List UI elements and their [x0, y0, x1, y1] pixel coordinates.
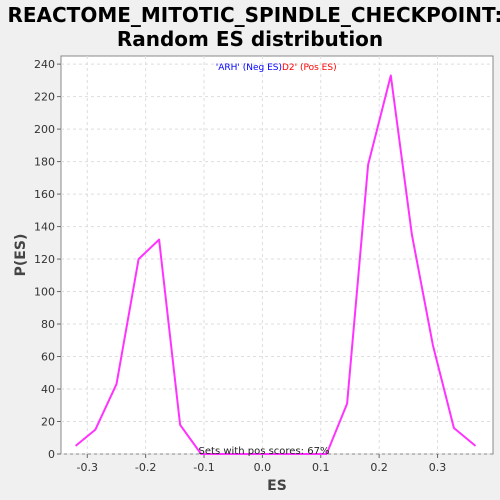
y-tick-label: 20 — [41, 416, 55, 429]
x-axis-label: ES — [267, 478, 287, 494]
pos-scores-annotation: Sets with pos scores: 67% — [199, 446, 330, 457]
plot-area — [60, 55, 494, 455]
y-axis-label: P(ES) — [13, 234, 29, 277]
y-tick-label: 60 — [41, 351, 55, 364]
y-tick-label: 120 — [34, 253, 55, 266]
y-tick-label: 40 — [41, 383, 55, 396]
x-tick-label: -0.2 — [135, 461, 156, 474]
y-tick-label: 180 — [34, 156, 55, 169]
chart-title-line1: REACTOME_MITOTIC_SPINDLE_CHECKPOINT: — [7, 3, 500, 27]
y-tick-label: 140 — [34, 221, 55, 234]
y-tick-label: 80 — [41, 318, 55, 331]
x-tick-label: -0.1 — [193, 461, 214, 474]
y-ticks: 0 20 40 60 80 100 120 140 160 180 200 220 240 — [34, 58, 61, 461]
y-tick-label: 160 — [34, 188, 55, 201]
legend-neg: 'ARH' (Neg ES) — [216, 63, 282, 73]
y-tick-label: 220 — [34, 91, 55, 104]
x-tick-label: 0.2 — [370, 461, 388, 474]
es-distribution-line — [74, 74, 477, 455]
x-tick-label: 0.0 — [254, 461, 272, 474]
x-tick-label: 0.1 — [312, 461, 330, 474]
legend-pos: D2' (Pos ES) — [282, 63, 337, 73]
y-tick-label: 200 — [34, 123, 55, 136]
y-tick-label: 100 — [34, 286, 55, 299]
x-tick-label: -0.3 — [77, 461, 98, 474]
x-tick-label: 0.3 — [429, 461, 447, 474]
x-ticks: -0.3 -0.2 -0.1 0.0 0.1 0.2 0.3 — [77, 454, 447, 474]
chart-title-line2: Random ES distribution — [117, 27, 383, 51]
y-tick-label: 240 — [34, 58, 55, 71]
y-tick-label: 0 — [48, 448, 55, 461]
